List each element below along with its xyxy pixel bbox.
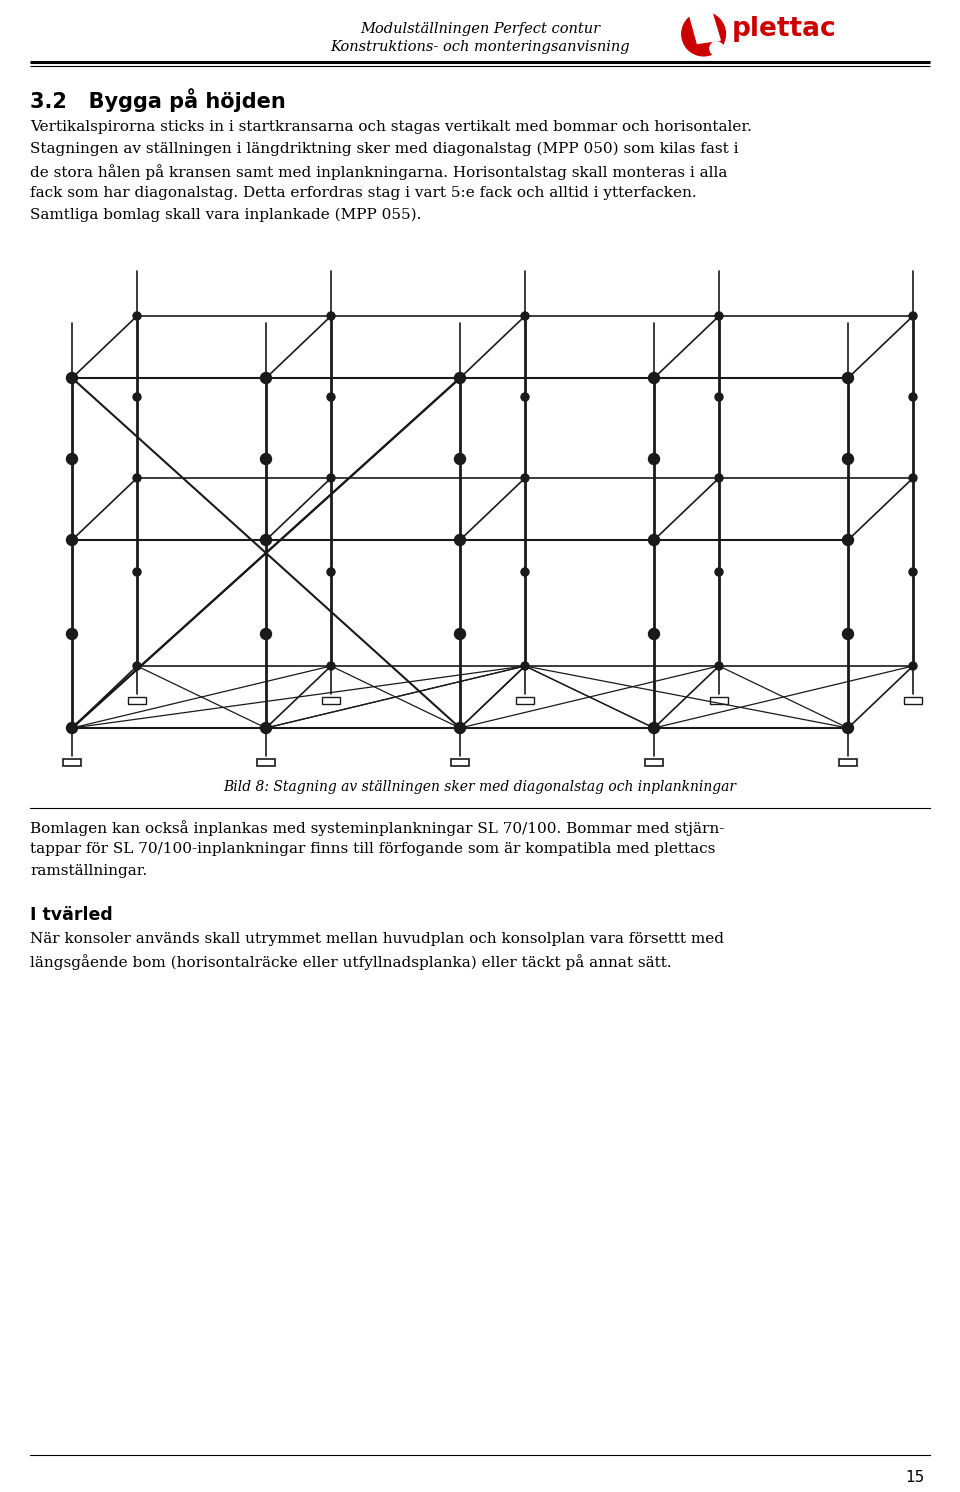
Text: Samtliga bomlag skall vara inplankade (MPP 055).: Samtliga bomlag skall vara inplankade (M… xyxy=(30,207,421,222)
Circle shape xyxy=(454,628,466,640)
Text: I tvärled: I tvärled xyxy=(30,906,112,924)
Circle shape xyxy=(715,312,723,319)
Circle shape xyxy=(843,534,853,546)
Circle shape xyxy=(909,312,917,319)
Text: 15: 15 xyxy=(905,1470,925,1485)
Circle shape xyxy=(260,373,272,383)
FancyBboxPatch shape xyxy=(904,697,922,704)
Text: När konsoler används skall utrymmet mellan huvudplan och konsolplan vara försett: När konsoler används skall utrymmet mell… xyxy=(30,932,724,946)
Circle shape xyxy=(66,628,78,640)
Circle shape xyxy=(454,454,466,464)
Circle shape xyxy=(66,722,78,734)
Circle shape xyxy=(521,312,529,319)
FancyBboxPatch shape xyxy=(322,697,340,704)
Text: 3.2   Bygga på höjden: 3.2 Bygga på höjden xyxy=(30,88,286,112)
FancyBboxPatch shape xyxy=(516,697,534,704)
Circle shape xyxy=(843,373,853,383)
Circle shape xyxy=(843,722,853,734)
FancyBboxPatch shape xyxy=(645,759,663,765)
Text: fack som har diagonalstag. Detta erfordras stag i vart 5:e fack och alltid i ytt: fack som har diagonalstag. Detta erfordr… xyxy=(30,186,697,200)
Circle shape xyxy=(909,392,917,401)
Circle shape xyxy=(260,722,272,734)
FancyBboxPatch shape xyxy=(710,697,728,704)
Circle shape xyxy=(682,12,726,55)
Circle shape xyxy=(715,568,723,576)
Circle shape xyxy=(66,373,78,383)
Circle shape xyxy=(909,474,917,482)
Circle shape xyxy=(327,568,335,576)
Text: Vertikalspirorna sticks in i startkransarna och stagas vertikalt med bommar och : Vertikalspirorna sticks in i startkransa… xyxy=(30,119,752,134)
Circle shape xyxy=(454,534,466,546)
Text: Bild 8: Stagning av ställningen sker med diagonalstag och inplankningar: Bild 8: Stagning av ställningen sker med… xyxy=(224,780,736,794)
Circle shape xyxy=(133,568,141,576)
Circle shape xyxy=(327,392,335,401)
Circle shape xyxy=(521,392,529,401)
Circle shape xyxy=(649,534,660,546)
FancyBboxPatch shape xyxy=(257,759,275,765)
Circle shape xyxy=(715,662,723,670)
Circle shape xyxy=(649,373,660,383)
Circle shape xyxy=(521,662,529,670)
Text: tappar för SL 70/100-inplankningar finns till förfogande som är kompatibla med p: tappar för SL 70/100-inplankningar finns… xyxy=(30,841,715,856)
Circle shape xyxy=(133,392,141,401)
Circle shape xyxy=(327,312,335,319)
Text: Stagningen av ställningen i längdriktning sker med diagonalstag (MPP 050) som ki: Stagningen av ställningen i längdriktnin… xyxy=(30,142,738,157)
Text: plettac: plettac xyxy=(732,16,837,42)
Circle shape xyxy=(66,534,78,546)
Circle shape xyxy=(260,534,272,546)
Text: längsgående bom (horisontalräcke eller utfyllnadsplanka) eller täckt på annat sä: längsgående bom (horisontalräcke eller u… xyxy=(30,953,672,970)
Text: ramställningar.: ramställningar. xyxy=(30,864,147,877)
Text: Konstruktions- och monteringsanvisning: Konstruktions- och monteringsanvisning xyxy=(330,40,630,54)
Circle shape xyxy=(521,474,529,482)
Text: Bomlagen kan också inplankas med systeminplankningar SL 70/100. Bommar med stjär: Bomlagen kan också inplankas med systemi… xyxy=(30,821,725,836)
FancyBboxPatch shape xyxy=(63,759,81,765)
Circle shape xyxy=(133,312,141,319)
Circle shape xyxy=(454,722,466,734)
Circle shape xyxy=(454,373,466,383)
Circle shape xyxy=(715,474,723,482)
Circle shape xyxy=(843,454,853,464)
Polygon shape xyxy=(689,10,720,43)
FancyBboxPatch shape xyxy=(839,759,857,765)
Text: de stora hålen på kransen samt med inplankningarna. Horisontalstag skall montera: de stora hålen på kransen samt med inpla… xyxy=(30,164,728,181)
Circle shape xyxy=(909,662,917,670)
Circle shape xyxy=(66,454,78,464)
Circle shape xyxy=(521,568,529,576)
FancyBboxPatch shape xyxy=(451,759,469,765)
FancyBboxPatch shape xyxy=(128,697,146,704)
Circle shape xyxy=(133,474,141,482)
Circle shape xyxy=(649,722,660,734)
Circle shape xyxy=(909,568,917,576)
Circle shape xyxy=(260,628,272,640)
Circle shape xyxy=(649,454,660,464)
Circle shape xyxy=(327,474,335,482)
Circle shape xyxy=(649,628,660,640)
Circle shape xyxy=(327,662,335,670)
Text: Modulställningen Perfect contur: Modulställningen Perfect contur xyxy=(360,22,600,36)
Circle shape xyxy=(260,454,272,464)
Circle shape xyxy=(709,42,724,55)
Circle shape xyxy=(133,662,141,670)
Circle shape xyxy=(715,392,723,401)
Circle shape xyxy=(843,628,853,640)
